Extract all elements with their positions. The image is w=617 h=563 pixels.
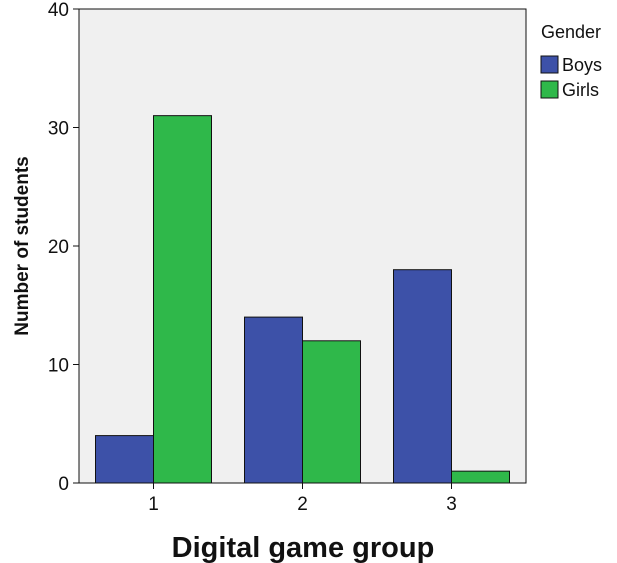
y-tick-label: 0: [58, 474, 69, 495]
bar-girls-2: [302, 340, 361, 484]
x-tick-label: 1: [148, 494, 159, 515]
y-axis: 0 10 20 30 40: [48, 0, 79, 495]
bar-boys-3: [393, 269, 452, 484]
bar-girls-3: [451, 470, 510, 484]
bar-boys-2: [244, 316, 303, 484]
legend: Gender Boys Girls: [540, 22, 602, 100]
y-tick-label: 30: [48, 119, 69, 140]
x-axis: 1 2 3: [148, 483, 457, 515]
x-tick-label: 3: [446, 494, 457, 515]
legend-label-girls: Girls: [562, 80, 599, 100]
y-tick-label: 10: [48, 356, 69, 377]
y-tick-label: 20: [48, 237, 69, 258]
x-axis-title: Digital game group: [172, 532, 435, 563]
x-tick-label: 2: [297, 494, 308, 515]
bar-boys-1: [95, 435, 154, 484]
y-tick-label: 40: [48, 0, 69, 21]
y-axis-title: Number of students: [12, 156, 33, 335]
bars: [95, 115, 510, 484]
legend-swatch-boys: [540, 55, 559, 74]
legend-swatch-girls: [540, 80, 559, 99]
legend-title: Gender: [541, 22, 601, 42]
legend-label-boys: Boys: [562, 55, 602, 75]
legend-items: Boys Girls: [540, 55, 602, 100]
bar-girls-1: [153, 115, 212, 484]
